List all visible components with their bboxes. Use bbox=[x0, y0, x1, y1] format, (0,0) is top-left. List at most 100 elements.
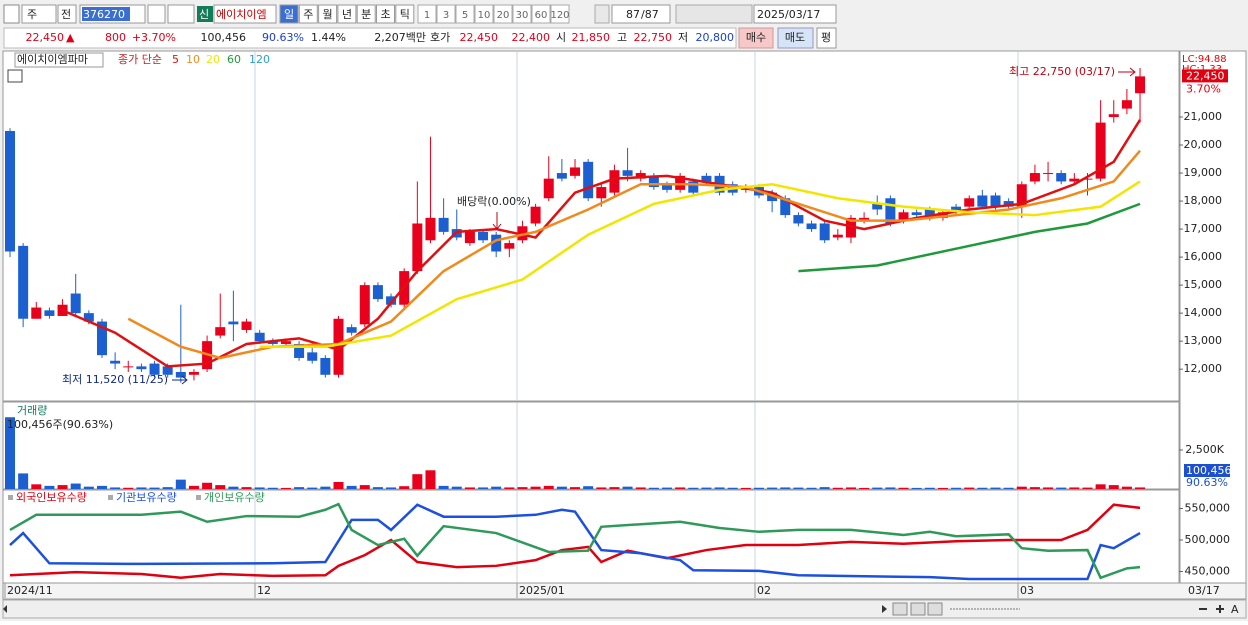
candle-body bbox=[1082, 178, 1093, 180]
period-button[interactable] bbox=[298, 4, 318, 24]
interval-button[interactable] bbox=[455, 4, 475, 24]
stock-name: 에이치이엠 bbox=[216, 8, 267, 21]
period-button[interactable] bbox=[395, 4, 415, 24]
volume-bar bbox=[31, 484, 42, 489]
market-select[interactable] bbox=[21, 4, 57, 24]
period-button[interactable] bbox=[279, 4, 299, 24]
date-label: 2025/01 bbox=[519, 584, 565, 597]
volume-bar bbox=[18, 473, 29, 489]
period-button[interactable] bbox=[337, 4, 357, 24]
dropdown[interactable] bbox=[594, 4, 610, 24]
sell-button[interactable] bbox=[777, 27, 814, 49]
y-tick-label: 13,000 bbox=[1184, 334, 1223, 347]
candle-body bbox=[412, 223, 423, 272]
name-box bbox=[213, 4, 277, 24]
rewind[interactable] bbox=[892, 602, 908, 616]
tool-icons[interactable] bbox=[675, 4, 753, 24]
interval-button[interactable] bbox=[512, 4, 532, 24]
volume-bar bbox=[556, 486, 567, 489]
candle-body bbox=[872, 203, 883, 210]
candle-body bbox=[254, 332, 265, 342]
candle-body bbox=[688, 181, 699, 193]
period: 일 bbox=[284, 7, 294, 21]
sell: 매도 bbox=[785, 31, 805, 44]
table-icon[interactable] bbox=[7, 69, 23, 83]
candle-body bbox=[491, 234, 502, 252]
icon-button[interactable] bbox=[3, 4, 20, 24]
date-labels: 2024/11 12 2025/01 02 03 bbox=[4, 583, 1034, 598]
candle-body bbox=[5, 131, 15, 252]
change-pct: +3.70% bbox=[132, 31, 176, 44]
candle-body bbox=[898, 212, 909, 221]
volume-bar bbox=[1043, 487, 1054, 489]
candle-body bbox=[1056, 173, 1067, 182]
volume-bar bbox=[267, 487, 278, 489]
forward[interactable] bbox=[927, 602, 943, 616]
date-box[interactable] bbox=[753, 4, 837, 24]
arrow: ▲ bbox=[66, 31, 75, 44]
candle-body bbox=[1003, 201, 1014, 207]
grid: 12,000 13,000 14,000 15,000 16,000 17,000 18,0… bbox=[254, 52, 1231, 582]
search-button[interactable] bbox=[147, 4, 166, 24]
interval-button[interactable] bbox=[474, 4, 494, 24]
sound-button[interactable] bbox=[167, 4, 195, 24]
stop[interactable] bbox=[910, 602, 926, 616]
candle-body bbox=[333, 318, 344, 375]
volume-bar bbox=[44, 485, 55, 489]
candle-body bbox=[845, 217, 856, 238]
ma-legend: 5 10 20 60 120 bbox=[172, 53, 270, 66]
volume-bar bbox=[701, 487, 712, 489]
period-button[interactable] bbox=[318, 4, 338, 24]
candle-body bbox=[990, 195, 1001, 207]
quote-box bbox=[3, 27, 737, 49]
candle-body bbox=[175, 371, 186, 378]
legend-swatch bbox=[108, 495, 113, 500]
volume-bar bbox=[622, 486, 633, 489]
price-plot: 최고 22,750 (03/17) 최저 11,520 (11/25) 배당락(0.… bbox=[5, 65, 1146, 386]
interval-button[interactable] bbox=[550, 4, 570, 24]
volume-bar bbox=[845, 487, 856, 489]
volume-bar bbox=[964, 487, 975, 489]
buy-button[interactable] bbox=[738, 27, 774, 49]
volume-bar bbox=[228, 486, 239, 489]
play[interactable] bbox=[882, 605, 887, 613]
last-change: 3.70% bbox=[1186, 82, 1221, 95]
volume-bar bbox=[885, 487, 896, 489]
candle-body bbox=[372, 285, 383, 300]
candle-body bbox=[1135, 76, 1146, 94]
volume-bar bbox=[83, 486, 94, 489]
scroll-left[interactable] bbox=[3, 605, 7, 613]
bid-ask-label: 호가 bbox=[430, 31, 450, 44]
candle-body bbox=[543, 178, 554, 199]
volume-title: 거래량 bbox=[17, 404, 47, 417]
interval-button[interactable] bbox=[531, 4, 551, 24]
font-button[interactable]: A bbox=[1231, 603, 1239, 616]
right-axis bbox=[1179, 50, 1247, 584]
period-button[interactable] bbox=[356, 4, 376, 24]
candle-body bbox=[1069, 178, 1080, 182]
candle-body bbox=[924, 209, 935, 218]
annotation-high: 최고 22,750 (03/17) bbox=[1009, 65, 1115, 78]
candle-body bbox=[977, 195, 988, 207]
scrollbar[interactable] bbox=[2, 599, 1247, 619]
holding-plot bbox=[9, 502, 1141, 581]
prev-button[interactable] bbox=[57, 4, 77, 24]
candle-body bbox=[951, 206, 962, 213]
volume-bar bbox=[951, 487, 962, 489]
interval-button[interactable] bbox=[493, 4, 513, 24]
interval-button[interactable] bbox=[417, 4, 437, 24]
avg-button[interactable] bbox=[816, 27, 837, 49]
price-panel bbox=[2, 50, 1180, 402]
y-tick-label: 500,000 bbox=[1185, 533, 1231, 546]
volume-bar bbox=[859, 487, 870, 489]
interval-button[interactable] bbox=[436, 4, 456, 24]
candle-body bbox=[819, 223, 830, 241]
interval: 5 bbox=[462, 10, 468, 21]
volume-bar bbox=[662, 487, 672, 489]
period-button[interactable] bbox=[376, 4, 395, 24]
candle-body bbox=[517, 226, 528, 241]
volume-bar bbox=[215, 485, 226, 489]
volume-last: 100,456 bbox=[1186, 464, 1232, 477]
candle-body bbox=[320, 357, 331, 375]
low-label: 저 bbox=[678, 31, 688, 44]
